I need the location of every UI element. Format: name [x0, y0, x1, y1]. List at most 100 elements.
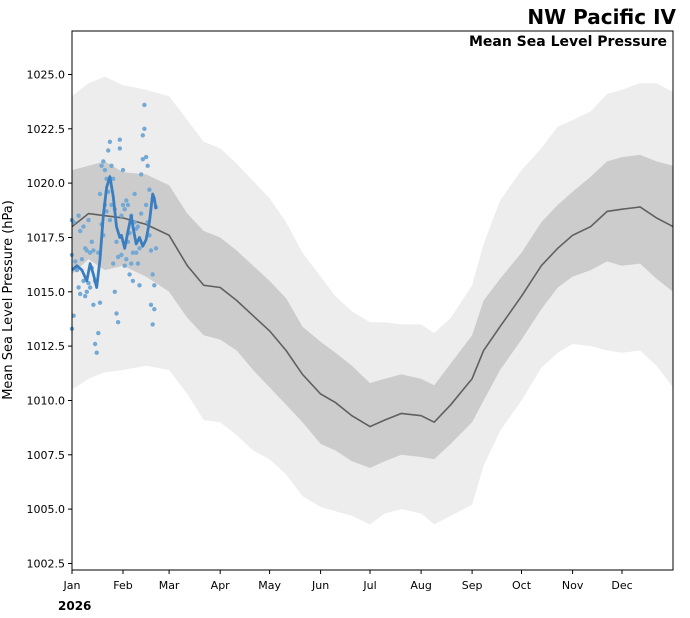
observed-point [119, 213, 124, 218]
observed-point [148, 302, 154, 307]
observed-point [112, 289, 118, 294]
observed-point [139, 172, 144, 177]
y-tick-label: 1020.0 [27, 177, 66, 190]
observed-point [109, 202, 114, 208]
observed-point [122, 207, 127, 212]
chart-title: NW Pacific IV [527, 5, 676, 29]
observed-point [81, 278, 86, 284]
observed-point [99, 163, 104, 168]
observed-point [91, 302, 96, 307]
observed-point [111, 261, 116, 266]
observed-point [107, 217, 113, 223]
observed-point [87, 250, 93, 255]
observed-point [143, 202, 149, 208]
x-tick-label-jun: Jun [311, 579, 329, 592]
x-tick-label-may: May [258, 579, 281, 592]
x-tick-label-feb: Feb [113, 579, 132, 592]
observed-point [150, 272, 155, 277]
climatology-mean-line [71, 206, 674, 428]
y-tick-label: 1015.0 [27, 286, 66, 299]
y-tick-label: 1025.0 [27, 69, 66, 82]
observed-point [127, 272, 132, 277]
observed-point [135, 224, 141, 229]
x-tick-label-dec: Dec [611, 579, 632, 592]
observed-point [132, 191, 137, 197]
observed-point [140, 157, 145, 162]
observed-point [117, 146, 123, 151]
observed-point [140, 133, 145, 138]
observed-point [137, 246, 142, 251]
observed-point [135, 261, 141, 266]
observed-point [83, 294, 88, 299]
observed-point [120, 167, 126, 173]
plot-frame [71, 30, 674, 571]
y-axis: 1002.5 1005.0 1007.5 1010.0 1012.5 1015.0 1017… [27, 69, 72, 571]
year-label: 2026 [58, 599, 91, 613]
observed-point [109, 163, 114, 168]
interquartile-band [72, 154, 673, 468]
observed-point [97, 191, 103, 197]
plot-area [69, 76, 674, 525]
observed-point [101, 159, 106, 164]
observed-point [91, 248, 96, 253]
observed-point [86, 217, 91, 223]
observed-point [81, 224, 86, 229]
observed-point [153, 246, 159, 251]
observed-point [79, 257, 85, 262]
observed-point [143, 154, 149, 160]
observed-point [78, 291, 83, 297]
observed-point [76, 213, 81, 218]
min-max-band [72, 76, 673, 525]
observed-point [96, 330, 101, 336]
observed-point [129, 261, 134, 266]
observed-point [104, 209, 109, 214]
x-tick-label-apr: Apr [211, 579, 231, 592]
y-tick-label: 1010.0 [27, 395, 66, 408]
y-tick-label: 1005.0 [27, 503, 66, 516]
y-tick-label: 1002.5 [27, 558, 66, 571]
y-tick-label: 1017.5 [27, 232, 66, 245]
y-tick-label: 1007.5 [27, 449, 66, 462]
observed-point [114, 239, 119, 244]
observed-point [142, 102, 147, 108]
x-tick-label-jul: Jul [362, 579, 376, 592]
observed-point [142, 126, 147, 131]
observed-point [124, 198, 129, 203]
observed-point [130, 250, 136, 255]
chart-subtitle: Mean Sea Level Pressure [469, 34, 667, 50]
observed-point [92, 341, 98, 347]
observed-point [87, 285, 93, 290]
observed-point [107, 139, 113, 144]
x-tick-label-sep: Sep [462, 579, 483, 592]
y-axis-label: Mean Sea Level Pressure (hPa) [1, 200, 16, 400]
observed-point [125, 202, 131, 208]
observed-point [119, 252, 124, 258]
observed-point [97, 300, 103, 305]
observed-point [111, 176, 116, 181]
observed-point [148, 248, 154, 253]
observed-point [102, 167, 108, 173]
x-tick-label-jan: Jan [63, 579, 81, 592]
observed-point [130, 278, 136, 284]
observed-point [117, 137, 123, 142]
x-axis: Jan Feb Mar Apr May Jun Jul Aug Sep Oct Nov Dec [63, 570, 633, 592]
y-tick-label: 1022.5 [27, 123, 66, 136]
observed-point [134, 250, 139, 255]
observed-point [89, 239, 95, 244]
observed-point [106, 148, 111, 153]
y-tick-label: 1012.5 [27, 340, 66, 353]
observed-point [78, 228, 83, 234]
observed-point [124, 257, 129, 262]
observed-point [120, 202, 126, 208]
observed-point [147, 187, 152, 192]
observed-point [76, 285, 81, 290]
observed-point [122, 263, 127, 268]
observed-point [139, 211, 144, 216]
observed-point [150, 322, 155, 327]
x-tick-label-aug: Aug [410, 579, 431, 592]
observed-point [115, 254, 121, 260]
observed-point [152, 283, 157, 288]
x-tick-label-oct: Oct [512, 579, 532, 592]
observed-point [145, 163, 150, 168]
